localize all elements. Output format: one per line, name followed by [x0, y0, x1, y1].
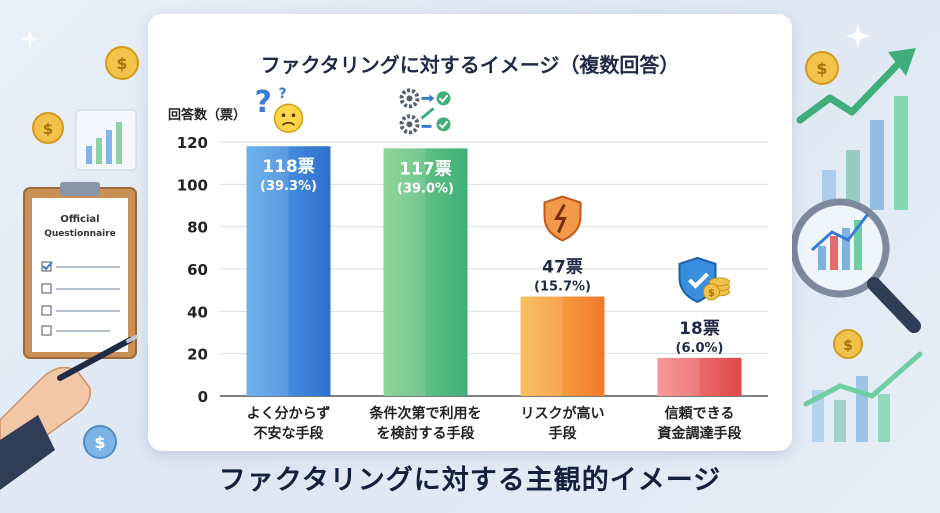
x-category-label: を検討する手段 — [377, 425, 475, 442]
y-tick-label: 80 — [187, 219, 208, 237]
y-axis-ticks: 0 20 40 60 80 100 120 — [177, 134, 208, 406]
bar-highlight — [657, 357, 700, 396]
y-tick-label: 0 — [198, 388, 208, 406]
x-category-label: 資金調達手段 — [658, 425, 742, 442]
y-axis-label: 回答数（票） — [168, 108, 247, 123]
sparkle-icon — [21, 30, 39, 48]
coin-icon: $ — [32, 112, 64, 144]
y-tick-label: 100 — [177, 176, 208, 194]
bar — [520, 296, 605, 396]
bar — [383, 148, 468, 396]
svg-text:Questionnaire: Questionnaire — [44, 229, 116, 239]
bar-percent-label: (39.3%) — [260, 179, 317, 194]
bar-highlight — [520, 296, 563, 396]
bar-value-label: 117票 — [399, 159, 452, 179]
bar-percent-label: (6.0%) — [676, 341, 724, 356]
svg-text:$: $ — [116, 54, 127, 73]
x-category-label: 条件次第で利用を — [369, 405, 482, 422]
svg-text:$: $ — [43, 120, 53, 138]
shield-check-coins-icon: $ — [678, 256, 730, 303]
svg-text:Official: Official — [60, 214, 99, 225]
bar-value-label: 18票 — [679, 319, 720, 339]
y-tick-label: 120 — [177, 134, 208, 152]
bar-chart: 0 20 40 60 80 100 120 118票 (39.3%) 117票 (39.0%) 47… — [177, 85, 768, 442]
bar — [246, 146, 331, 396]
question-confused-face-icon: ? ? — [255, 85, 304, 133]
x-category-label: よく分からず — [247, 405, 331, 422]
x-category-label: リスクが高い — [521, 405, 605, 422]
bars — [246, 146, 742, 396]
svg-text:$: $ — [708, 288, 715, 299]
coin-icon: $ — [83, 425, 117, 459]
coin-icon: $ — [833, 329, 863, 359]
sparkle-icon — [846, 24, 870, 48]
svg-text:$: $ — [843, 338, 853, 354]
bar-value-label: 47票 — [542, 258, 583, 278]
bar-percent-label: (39.0%) — [397, 181, 454, 196]
hand-with-pen-icon — [0, 335, 138, 490]
bar-highlight — [383, 148, 426, 396]
bar-value-label: 118票 — [262, 157, 315, 177]
clipboard-icon: Official Questionnaire — [23, 182, 137, 359]
footer-title: ファクタリングに対する主観的イメージ — [218, 465, 722, 496]
right-growth-chart — [796, 48, 916, 210]
y-tick-label: 20 — [187, 346, 208, 364]
svg-text:?: ? — [279, 86, 287, 102]
coin-icon: $ — [105, 46, 139, 80]
gears-process-icon — [399, 88, 451, 135]
svg-text:?: ? — [255, 85, 272, 120]
chart-title: ファクタリングに対するイメージ（複数回答） — [260, 53, 680, 77]
svg-text:$: $ — [816, 59, 827, 78]
chart-card: ファクタリングに対するイメージ（複数回答） 回答数（票） 0 20 40 60 80 10… — [148, 14, 792, 451]
bar-highlight — [246, 146, 289, 396]
svg-text:$: $ — [94, 433, 105, 452]
broken-shield-icon — [543, 195, 582, 242]
left-mini-chart — [75, 109, 137, 171]
y-tick-label: 60 — [187, 261, 208, 279]
bar-labels: 118票 (39.3%) 117票 (39.0%) 47票 (15.7%) 18票 (6.0%… — [260, 157, 723, 356]
bar — [657, 357, 742, 396]
bar-percent-label: (15.7%) — [534, 280, 591, 295]
y-tick-label: 40 — [187, 303, 208, 321]
coin-icon: $ — [805, 51, 839, 85]
bottom-right-growth-chart — [803, 351, 923, 442]
x-category-label: 不安な手段 — [254, 425, 324, 442]
magnifier-icon — [790, 198, 921, 333]
x-category-label: 信頼できる — [665, 405, 735, 422]
x-category-label: 手段 — [549, 425, 577, 442]
